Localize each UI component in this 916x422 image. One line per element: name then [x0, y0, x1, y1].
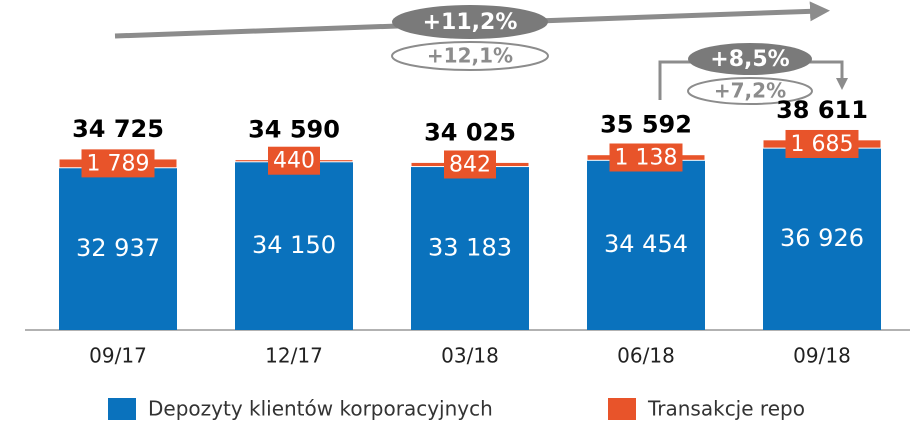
annotation: +11,2% — [423, 10, 518, 35]
total-label: 34 590 — [248, 116, 340, 144]
annotation: +7,2% — [714, 79, 786, 103]
bar-segment — [59, 167, 177, 330]
value-label-box — [268, 146, 320, 175]
value-label: 440 — [273, 149, 315, 174]
value-label-box — [81, 149, 155, 178]
x-tick-label: 06/18 — [617, 344, 675, 368]
total-label: 35 592 — [600, 111, 692, 139]
value-label: 32 937 — [76, 234, 160, 262]
bar-segment — [411, 166, 529, 330]
annotation: +8,5% — [710, 47, 789, 72]
legend-label: Transakcje repo — [647, 397, 805, 421]
legend-label: Depozyty klientów korporacyjnych — [148, 397, 493, 421]
value-label: 33 183 — [428, 233, 512, 261]
value-label: 1 138 — [615, 145, 678, 170]
badge — [392, 5, 548, 39]
legend-swatch — [608, 398, 636, 420]
x-tick-label: 09/18 — [793, 344, 851, 368]
total-label: 34 025 — [424, 118, 516, 146]
badge-outline — [391, 41, 549, 71]
x-tick-label: 09/17 — [89, 344, 147, 368]
value-label: 36 926 — [780, 224, 864, 252]
value-label: 34 150 — [252, 231, 336, 259]
bar-segment — [235, 161, 353, 330]
value-label: 34 454 — [604, 230, 688, 258]
x-tick-label: 03/18 — [441, 344, 499, 368]
value-label-box — [609, 143, 683, 172]
bar-segment — [763, 148, 881, 330]
value-label: 842 — [449, 152, 491, 177]
total-label: 34 725 — [72, 115, 164, 143]
value-label: 1 685 — [791, 132, 854, 157]
value-label-box — [785, 129, 859, 158]
legend-swatch — [108, 398, 136, 420]
badge — [688, 43, 812, 75]
value-label: 1 789 — [87, 151, 150, 176]
value-label-box — [444, 150, 496, 179]
bar-segment — [587, 160, 705, 330]
badge-outline — [687, 77, 813, 105]
x-tick-label: 12/17 — [265, 344, 323, 368]
total-label: 38 611 — [776, 96, 868, 124]
annotation: +12,1% — [427, 44, 513, 68]
